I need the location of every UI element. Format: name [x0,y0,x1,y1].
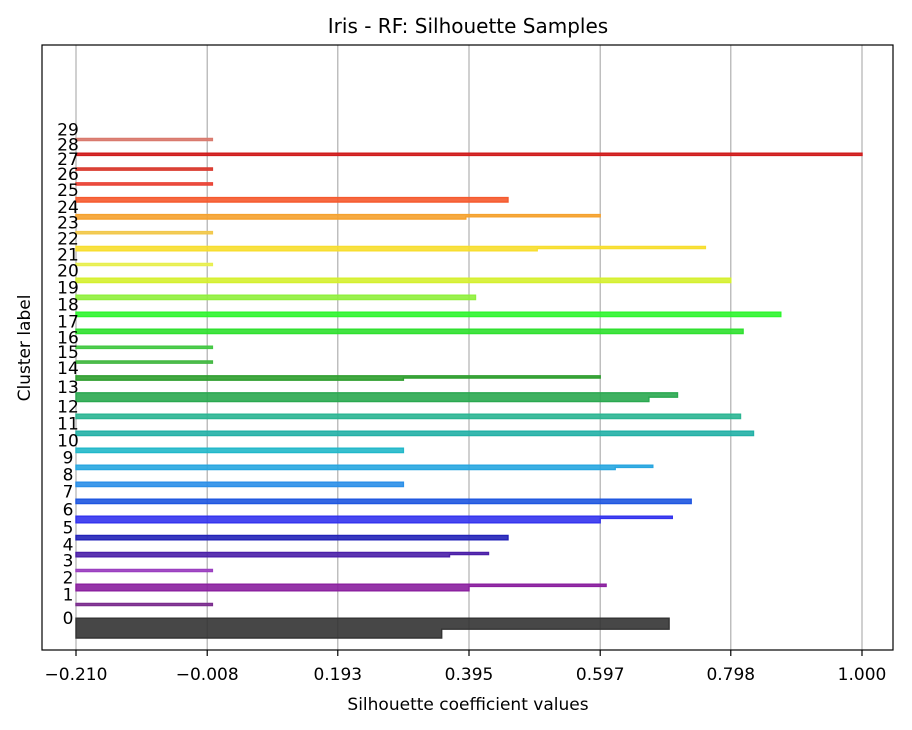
cluster-label: 5 [63,519,74,539]
silhouette-bar-cluster-22 [75,245,707,252]
cluster-label: 0 [63,609,74,629]
silhouette-bar-cluster-9 [75,464,654,471]
cluster-label: 1 [63,586,74,606]
x-axis-label: Silhouette coefficient values [347,695,588,715]
cluster-label: 6 [63,501,74,521]
silhouette-bar-cluster-5 [75,534,509,541]
silhouette-bar-cluster-6 [75,515,673,524]
silhouette-bar-cluster-27 [75,167,214,171]
silhouette-bar-cluster-20 [75,277,732,284]
silhouette-bar-cluster-1 [75,602,214,607]
cluster-label: 2 [63,569,74,589]
silhouette-bar-cluster-8 [75,481,405,488]
y-axis-label: Cluster label [15,295,35,402]
cluster-label: 7 [63,482,74,502]
cluster-label: 20 [57,261,79,281]
cluster-label: 28 [57,135,79,155]
cluster-label: 9 [63,448,74,468]
silhouette-bar-cluster-13 [75,392,679,403]
silhouette-bar-cluster-24 [75,213,601,220]
silhouette-bar-cluster-18 [75,311,782,318]
silhouette-bar-cluster-28 [75,152,863,157]
cluster-label: 11 [57,414,79,434]
silhouette-bar-cluster-14 [75,375,601,381]
silhouette-bar-cluster-16 [75,345,214,350]
silhouette-bar-cluster-25 [75,196,509,203]
silhouette-bar-cluster-4 [75,551,490,558]
cluster-label: 13 [57,378,79,398]
silhouette-bar-cluster-26 [75,182,214,186]
cluster-label: 10 [57,431,79,451]
cluster-label: 17 [57,312,79,332]
x-tick-label: −0.210 [45,665,108,685]
cluster-label: 3 [63,552,74,572]
silhouette-bar-cluster-29 [75,137,214,142]
silhouette-bar-cluster-21 [75,262,214,267]
silhouette-bar-cluster-23 [75,230,214,235]
silhouette-bar-cluster-11 [75,430,755,437]
silhouette-bar-cluster-0 [75,617,670,639]
cluster-label: 16 [57,328,79,348]
cluster-label: 21 [57,246,79,266]
cluster-labels: 0123456789101112131415161718192021222324… [57,121,79,630]
grid-lines [75,45,863,650]
silhouette-bar-cluster-10 [75,447,405,454]
cluster-label: 8 [63,465,74,485]
x-tick-label: 0.597 [576,665,625,685]
silhouette-bar-cluster-19 [75,294,477,301]
silhouette-bar-cluster-15 [75,360,214,364]
cluster-label: 22 [57,230,79,250]
x-tick-label: 0.395 [445,665,494,685]
cluster-label: 18 [57,295,79,315]
x-axis-ticks: −0.210 −0.008 0.193 0.395 0.597 0.798 1.000 [45,650,887,685]
cluster-label: 25 [57,181,79,201]
silhouette-bar-cluster-3 [75,568,214,573]
x-tick-label: 0.193 [313,665,362,685]
silhouette-bar-cluster-17 [75,328,744,335]
cluster-label: 12 [57,397,79,417]
silhouette-bars [75,137,863,639]
x-tick-label: −0.008 [176,665,239,685]
cluster-label: 15 [57,343,79,363]
silhouette-bar-cluster-12 [75,413,742,420]
cluster-label: 14 [57,359,79,379]
cluster-label: 23 [57,214,79,234]
cluster-label: 29 [57,121,79,141]
cluster-label: 27 [57,150,79,170]
cluster-label: 4 [63,536,74,556]
silhouette-bar-cluster-2 [75,583,607,592]
cluster-label: 26 [57,165,79,185]
silhouette-bar-cluster-7 [75,498,692,505]
chart-title: Iris - RF: Silhouette Samples [328,14,608,38]
cluster-label: 24 [57,198,79,218]
cluster-label: 19 [57,278,79,298]
x-tick-label: 0.798 [706,665,755,685]
x-tick-label: 1.000 [838,665,887,685]
plot-frame [41,44,894,651]
